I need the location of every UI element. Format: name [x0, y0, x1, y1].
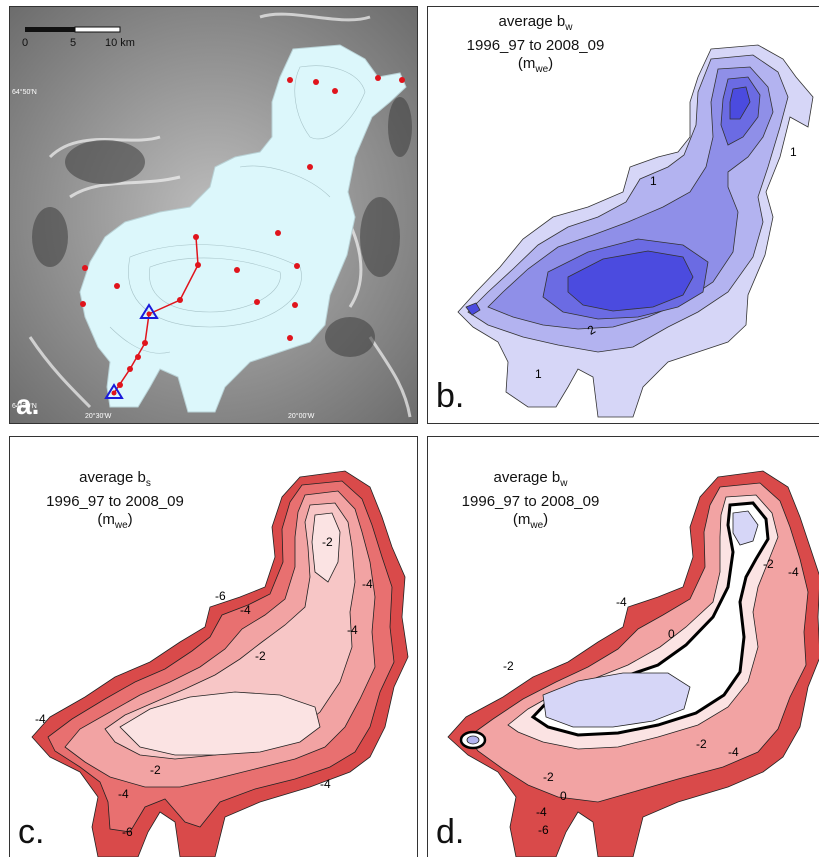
zero-contour: [530, 501, 770, 737]
red-contour-4: [119, 512, 341, 756]
contour-label-c-6: -2: [255, 649, 266, 663]
contour-label-d-9: -2: [543, 770, 554, 784]
title-b-unit-sub: we: [535, 64, 549, 75]
title-c-unit-sub: we: [114, 520, 128, 531]
panel-d-net-balance: average bw 1996_97 to 2008_09 (mwe) -2 -…: [427, 436, 819, 857]
title-c-unit-open: (m: [97, 511, 115, 528]
title-b-main: average b: [498, 13, 566, 30]
ice-contours: [109, 65, 366, 354]
ice-cap: [79, 44, 407, 413]
positive-balance-area: [542, 510, 759, 728]
contour-label-c-2: -4: [362, 577, 373, 591]
contour-label-b-1: 1: [650, 174, 657, 188]
contour-label-d-4: 0: [668, 627, 675, 641]
title-d-sub: w: [560, 478, 568, 489]
scale-label-10km: 10 km: [105, 37, 135, 49]
contour-label-c-7: -4: [35, 712, 46, 726]
red-contour-3: [104, 502, 356, 760]
weather-station-triangles: [104, 303, 159, 399]
contour-label-d-5: -2: [503, 659, 514, 673]
contour-label-d-8: -4: [728, 745, 739, 759]
contour-label-d-10: -4: [536, 805, 547, 819]
coord-lon-east: 20°00'W: [288, 413, 315, 420]
summer-balance-map: [31, 470, 409, 857]
contour-label-c-1: -2: [322, 535, 333, 549]
contour-label-c-11: -4: [118, 787, 129, 801]
title-d-unit-close: ): [543, 511, 549, 528]
panel-a-map: 0 5 10 km 64°50'N 64°30'N 20°30'W 20°00'…: [9, 6, 418, 424]
blue-contour-3: [542, 76, 761, 320]
title-d: average bw 1996_97 to 2008_09 (mwe): [428, 469, 633, 535]
scale-label-0: 0: [22, 37, 29, 49]
panel-letter-c: c.: [18, 813, 45, 851]
coord-lat-south: 64°30'N: [12, 403, 37, 410]
title-d-main: average b: [493, 469, 561, 486]
title-d-period: 1996_97 to 2008_09: [461, 493, 600, 510]
coord-lon-west: 20°30'W: [85, 413, 112, 420]
title-c-unit-close: ): [127, 511, 133, 528]
coord-lat-north: 64°50'N: [12, 89, 37, 96]
contour-label-c-10: -6: [122, 825, 133, 839]
contour-label-d-2: -4: [788, 565, 799, 579]
west-outlier-zero: [459, 730, 487, 750]
panel-c-summer-balance: average bs 1996_97 to 2008_09 (mwe) -2 -…: [9, 436, 418, 857]
title-c-period: 1996_97 to 2008_09: [46, 493, 184, 510]
panel-letter-a: a.: [16, 389, 40, 420]
relief-map: [10, 7, 417, 423]
title-d-unit-open: (m: [512, 511, 531, 528]
blue-contour-4: [465, 86, 751, 316]
contour-label-d-6: 0: [560, 789, 567, 803]
contour-label-c-4: -6: [215, 589, 226, 603]
title-b-unit-close: ): [548, 55, 554, 72]
stake-points: [80, 75, 405, 388]
panel-letter-b: b.: [436, 377, 465, 415]
contour-label-d-3: -4: [616, 595, 627, 609]
contour-label-d-11: -6: [538, 823, 549, 837]
contour-label-d-7: -2: [696, 737, 707, 751]
contour-label-c-3: -4: [347, 623, 358, 637]
contour-label-d-1: -2: [763, 557, 774, 571]
contour-label-b-4: 1: [535, 367, 542, 381]
panel-letter-d: d.: [436, 813, 465, 851]
net-balance-map: [447, 470, 819, 857]
scale-label-5: 5: [70, 37, 77, 49]
contour-label-c-8: -2: [150, 763, 161, 777]
title-b-period: 1996_97 to 2008_09: [466, 37, 605, 54]
title-b-unit-open: (m: [517, 55, 536, 72]
title-d-unit-sub: we: [530, 520, 544, 531]
title-c-sub: s: [145, 478, 151, 489]
winter-balance-map: [457, 44, 814, 418]
title-c-main: average b: [79, 469, 146, 486]
panel-b-winter-balance: average bw 1996_97 to 2008_09 (mwe) 1 1 …: [427, 6, 819, 424]
title-b: average bw 1996_97 to 2008_09 (mwe): [428, 13, 643, 79]
contour-label-b-2: 1: [790, 145, 797, 159]
title-c: average bs 1996_97 to 2008_09 (mwe): [10, 469, 220, 535]
contour-label-c-5: -4: [240, 603, 251, 617]
title-b-sub: w: [565, 22, 573, 33]
terrain-shadows: [32, 97, 412, 357]
contour-label-c-9: -4: [320, 777, 331, 791]
scale-bar: [25, 26, 121, 33]
